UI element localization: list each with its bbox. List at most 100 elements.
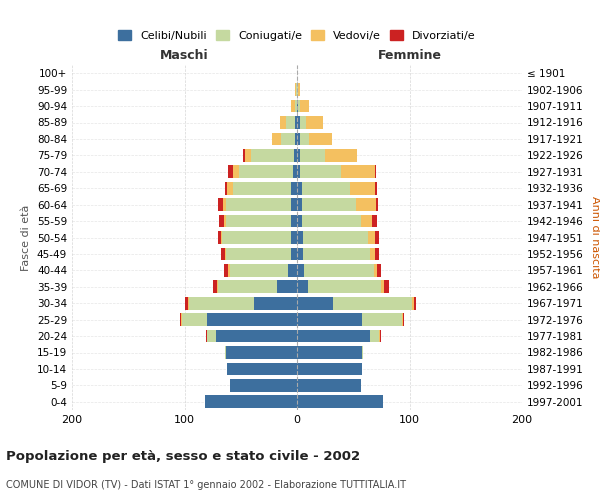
Bar xyxy=(362,313,401,326)
Legend: Celibi/Nubili, Coniugati/e, Vedovi/e, Divorziati/e: Celibi/Nubili, Coniugati/e, Vedovi/e, Di… xyxy=(114,26,480,46)
Bar xyxy=(350,182,374,194)
Bar xyxy=(301,116,306,129)
Bar xyxy=(301,149,325,162)
Bar xyxy=(302,214,361,228)
Bar xyxy=(297,166,301,178)
Bar xyxy=(301,166,341,178)
Bar xyxy=(272,132,281,145)
Bar xyxy=(221,231,292,244)
Bar xyxy=(302,248,370,260)
Bar xyxy=(223,198,226,211)
Bar xyxy=(379,330,380,342)
Bar xyxy=(207,313,297,326)
Bar xyxy=(251,149,293,162)
Y-axis label: Anni di nascita: Anni di nascita xyxy=(590,196,600,279)
Bar xyxy=(226,214,292,228)
Bar xyxy=(224,264,229,277)
Bar xyxy=(218,280,277,293)
Bar xyxy=(382,280,383,293)
Bar xyxy=(295,116,297,129)
Bar xyxy=(414,297,416,310)
Bar xyxy=(370,248,374,260)
Bar xyxy=(302,231,368,244)
Bar xyxy=(374,182,377,194)
Bar xyxy=(297,182,302,194)
Bar xyxy=(221,248,225,260)
Bar xyxy=(376,198,378,211)
Bar xyxy=(295,83,296,96)
Bar xyxy=(218,198,223,211)
Bar xyxy=(297,330,370,342)
Bar xyxy=(225,346,226,359)
Text: Femmine: Femmine xyxy=(377,48,442,62)
Bar xyxy=(302,198,355,211)
Bar xyxy=(298,83,301,96)
Bar xyxy=(227,362,297,376)
Y-axis label: Fasce di età: Fasce di età xyxy=(22,204,31,270)
Bar xyxy=(286,116,295,129)
Bar xyxy=(383,280,389,293)
Bar xyxy=(206,330,207,342)
Bar xyxy=(297,149,301,162)
Bar xyxy=(254,297,297,310)
Bar xyxy=(297,214,302,228)
Bar xyxy=(220,214,224,228)
Bar xyxy=(180,313,181,326)
Bar xyxy=(292,198,297,211)
Bar xyxy=(362,346,364,359)
Bar xyxy=(245,149,251,162)
Text: Maschi: Maschi xyxy=(160,48,209,62)
Bar xyxy=(226,248,292,260)
Bar xyxy=(412,297,414,310)
Bar xyxy=(293,166,297,178)
Bar xyxy=(295,132,297,145)
Bar xyxy=(298,100,301,112)
Bar xyxy=(188,297,189,310)
Bar xyxy=(207,330,216,342)
Bar xyxy=(239,166,293,178)
Bar xyxy=(301,100,310,112)
Bar xyxy=(225,248,226,260)
Bar xyxy=(377,264,382,277)
Text: COMUNE DI VIDOR (TV) - Dati ISTAT 1° gennaio 2002 - Elaborazione TUTTITALIA.IT: COMUNE DI VIDOR (TV) - Dati ISTAT 1° gen… xyxy=(6,480,406,490)
Bar xyxy=(288,264,297,277)
Bar xyxy=(361,214,373,228)
Bar xyxy=(185,297,188,310)
Bar xyxy=(292,214,297,228)
Bar xyxy=(297,264,304,277)
Bar xyxy=(205,396,297,408)
Bar xyxy=(229,264,288,277)
Bar xyxy=(301,132,310,145)
Bar xyxy=(297,83,298,96)
Bar xyxy=(297,362,362,376)
Bar xyxy=(182,313,207,326)
Text: Popolazione per età, sesso e stato civile - 2002: Popolazione per età, sesso e stato civil… xyxy=(6,450,360,463)
Bar xyxy=(225,182,227,194)
Bar xyxy=(374,231,379,244)
Bar xyxy=(297,280,308,293)
Bar xyxy=(308,280,382,293)
Bar xyxy=(310,132,332,145)
Bar xyxy=(296,83,297,96)
Bar xyxy=(373,264,377,277)
Bar xyxy=(302,182,350,194)
Bar xyxy=(297,379,361,392)
Bar xyxy=(292,100,295,112)
Bar xyxy=(380,330,382,342)
Bar xyxy=(401,313,403,326)
Bar xyxy=(233,182,292,194)
Bar xyxy=(297,100,298,112)
Bar xyxy=(333,297,412,310)
Bar xyxy=(189,297,254,310)
Bar xyxy=(325,149,356,162)
Bar xyxy=(297,346,362,359)
Bar xyxy=(368,231,374,244)
Bar xyxy=(243,149,245,162)
Bar xyxy=(224,214,226,228)
Bar xyxy=(280,116,286,129)
Bar xyxy=(297,198,302,211)
Bar xyxy=(292,248,297,260)
Bar xyxy=(227,182,233,194)
Bar xyxy=(297,132,301,145)
Bar xyxy=(297,297,333,310)
